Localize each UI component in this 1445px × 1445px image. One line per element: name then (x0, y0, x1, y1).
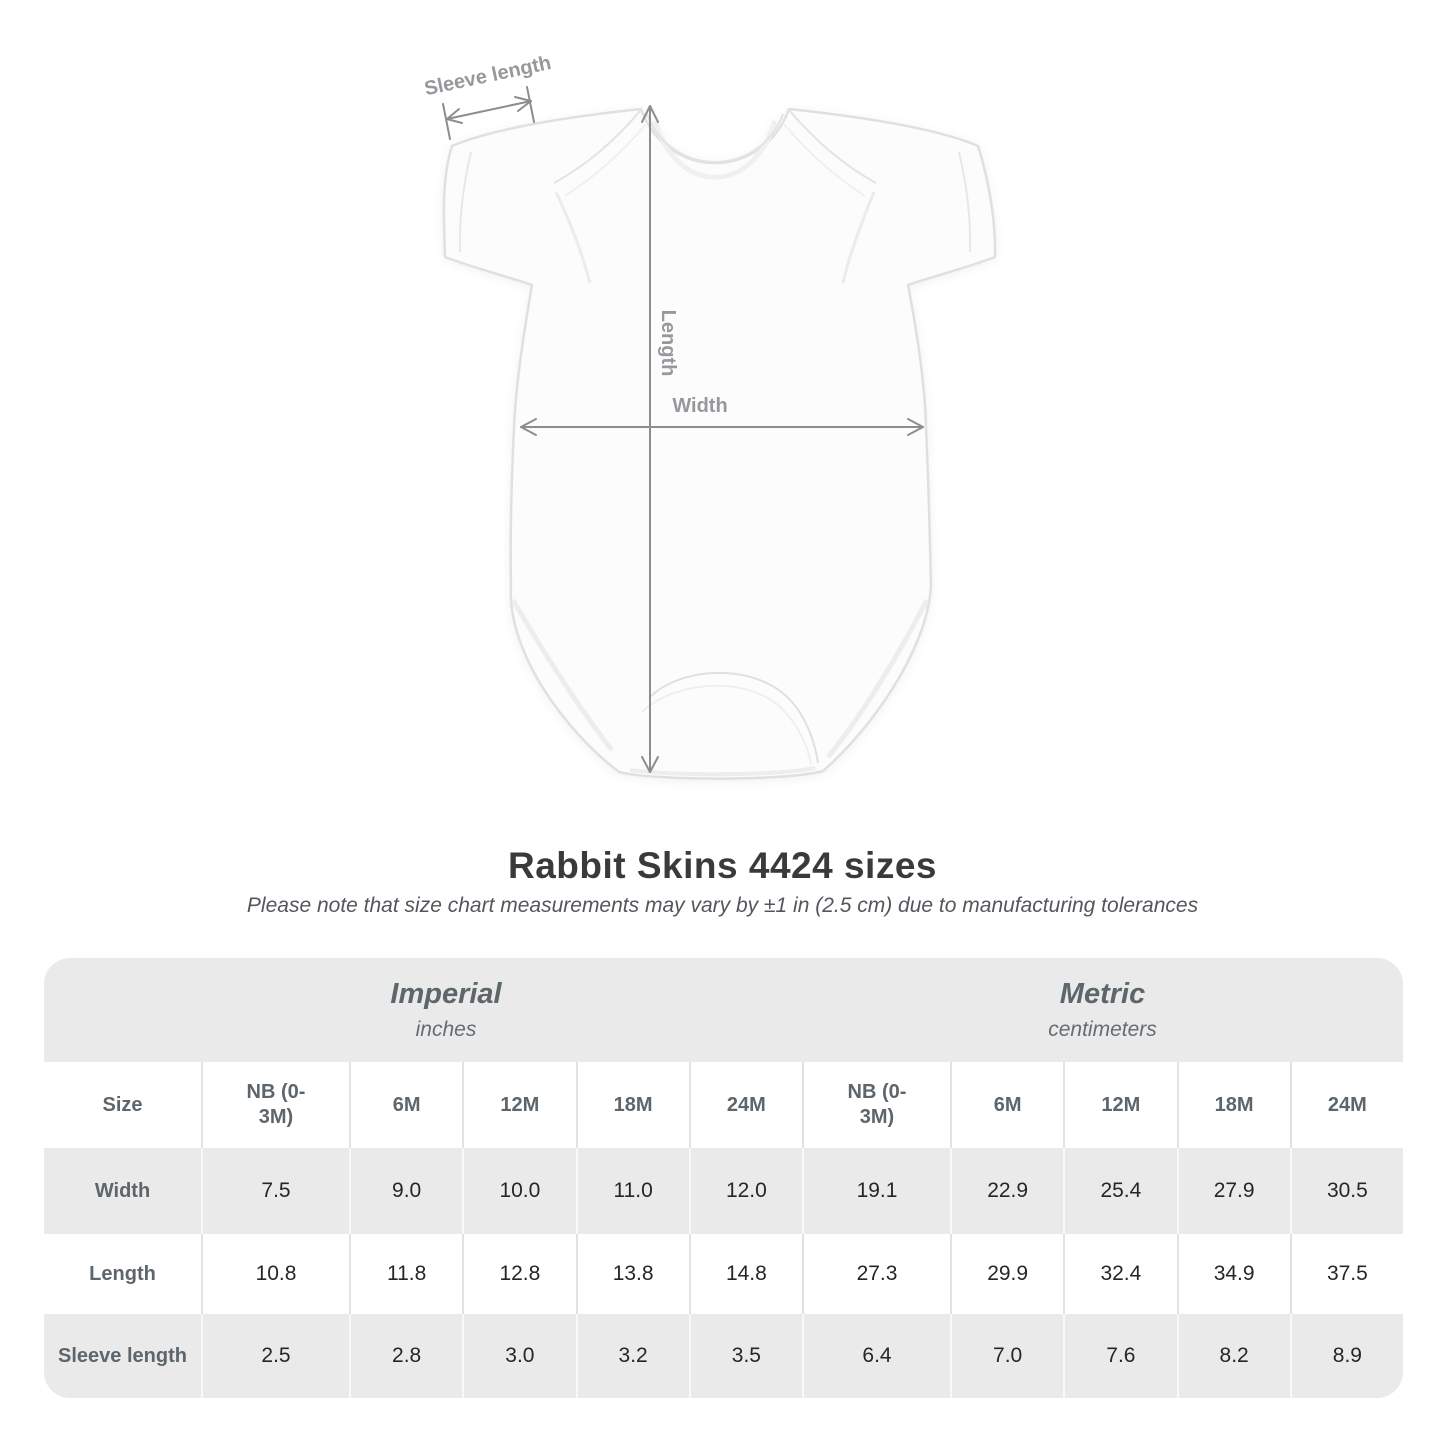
size-table: Imperial inches Metric centimeters Size … (44, 958, 1403, 1398)
bodysuit-measurement-diagram: Length Width Sleeve length (422, 52, 997, 780)
width-arrow (520, 418, 924, 436)
table-cell: 3.2 (575, 1314, 689, 1398)
table-cell: 10.0 (462, 1148, 576, 1234)
table-cell: 27.9 (1176, 1148, 1290, 1234)
table-cell: 12.8 (462, 1234, 576, 1314)
table-cell: 27.3 (802, 1234, 950, 1314)
table-cell: 7.6 (1063, 1314, 1177, 1398)
right-cuff-seam (958, 151, 972, 253)
column-header: NB (0-3M) (201, 1062, 349, 1148)
table-cell: 2.8 (349, 1314, 463, 1398)
page-subtitle: Please note that size chart measurements… (246, 894, 1199, 917)
length-arrow (641, 105, 659, 773)
table-cell: 32.4 (1063, 1234, 1177, 1314)
sleeve-length-arrow (442, 86, 535, 140)
table-cell: 8.2 (1176, 1314, 1290, 1398)
sleeve-length-label: Sleeve length (422, 52, 553, 100)
table-cell: 6.4 (802, 1314, 950, 1398)
page-title: Rabbit Skins 4424 sizes (508, 845, 937, 886)
table-cell: 8.9 (1289, 1314, 1403, 1398)
table-cell: 12.0 (688, 1148, 802, 1234)
metric-label: Metric (1059, 978, 1146, 1010)
table-cell: 3.0 (462, 1314, 576, 1398)
left-shoulder-flap-trim (564, 122, 648, 197)
left-armhole-seam (554, 191, 592, 284)
right-shoulder-flap-line (789, 110, 877, 184)
right-shoulder-flap-trim (782, 122, 866, 197)
table-cell: 13.8 (575, 1234, 689, 1314)
table-cell: 30.5 (1289, 1148, 1403, 1234)
table-cell: 34.9 (1176, 1234, 1290, 1314)
left-shoulder-flap-line (553, 110, 641, 184)
right-armhole-seam (841, 191, 876, 284)
column-header: 18M (575, 1062, 689, 1148)
table-cell: 22.9 (950, 1148, 1064, 1234)
crotch-flap-trim (641, 684, 812, 765)
column-header: 12M (1063, 1062, 1177, 1148)
table-cell: 11.0 (575, 1148, 689, 1234)
metric-unit: centimeters (1048, 1018, 1157, 1041)
table-cell: 2.5 (201, 1314, 349, 1398)
table-cell: 14.8 (688, 1234, 802, 1314)
column-header-text: NB (0-3M) (847, 1081, 907, 1128)
collar-trim-line (646, 113, 784, 163)
bodysuit-illustration (442, 107, 997, 780)
column-header-size: Size (44, 1062, 201, 1148)
row-label-width: Width (44, 1148, 201, 1234)
right-leg-shadow (826, 598, 930, 759)
collar-shadow (652, 120, 778, 180)
crotch-flap-seam (648, 671, 819, 764)
row-label-length: Length (44, 1234, 201, 1314)
left-leg-shadow (510, 598, 614, 752)
width-label: Width (672, 395, 727, 417)
column-header: 24M (1289, 1062, 1403, 1148)
bodysuit-outline (442, 107, 997, 780)
table-cell: 25.4 (1063, 1148, 1177, 1234)
table-cell: 11.8 (349, 1234, 463, 1314)
imperial-label: Imperial (390, 978, 502, 1010)
column-header: 6M (950, 1062, 1064, 1148)
row-label-sleeve-length: Sleeve length (44, 1314, 201, 1398)
table-cell: 9.0 (349, 1148, 463, 1234)
column-header: 6M (349, 1062, 463, 1148)
unit-group-imperial: Imperial inches (44, 958, 802, 1062)
table-cell: 7.5 (201, 1148, 349, 1234)
table-cell: 37.5 (1289, 1234, 1403, 1314)
table-cell: 3.5 (688, 1314, 802, 1398)
column-header: 18M (1176, 1062, 1290, 1148)
length-label: Length (657, 310, 679, 377)
column-header-text: NB (0-3M) (246, 1081, 306, 1128)
unit-group-metric: Metric centimeters (802, 958, 1403, 1062)
column-header: 24M (688, 1062, 802, 1148)
table-cell: 19.1 (802, 1148, 950, 1234)
left-cuff-seam (458, 151, 472, 253)
imperial-unit: inches (415, 1018, 477, 1041)
table-cell: 29.9 (950, 1234, 1064, 1314)
column-header: NB (0-3M) (802, 1062, 950, 1148)
column-header: 12M (462, 1062, 576, 1148)
table-cell: 10.8 (201, 1234, 349, 1314)
table-cell: 7.0 (950, 1314, 1064, 1398)
